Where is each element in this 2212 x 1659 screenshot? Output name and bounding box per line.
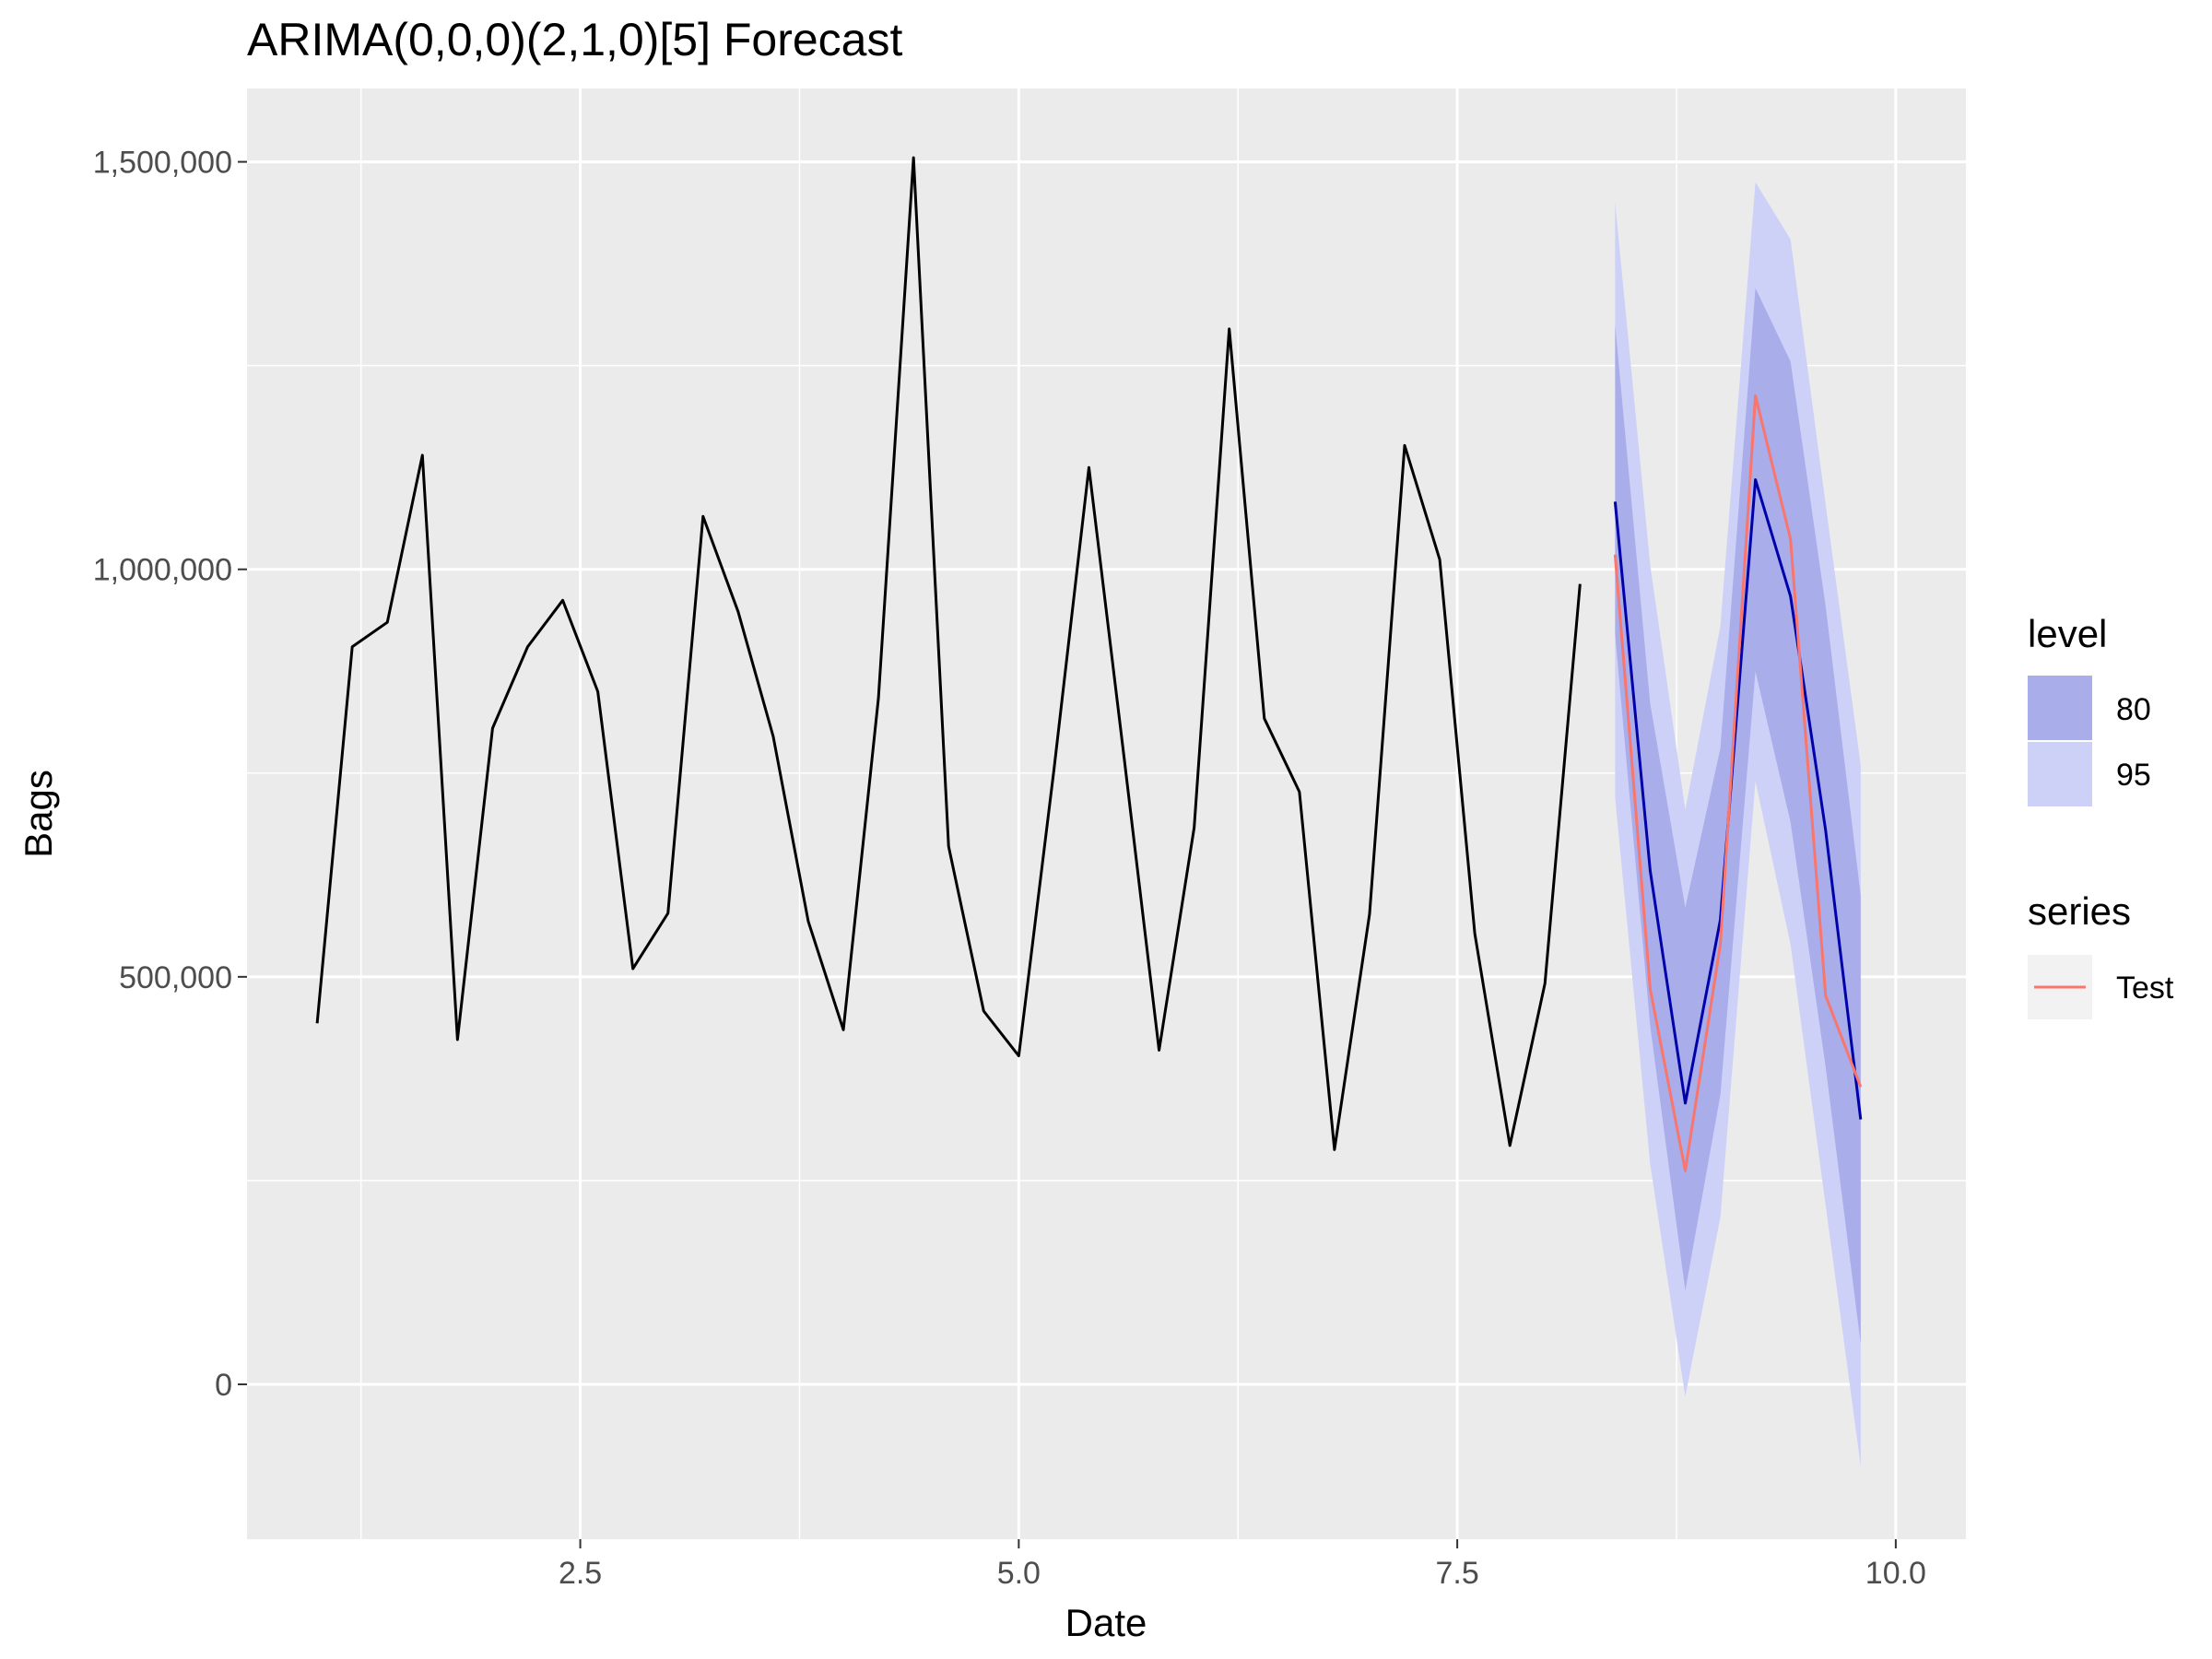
legend-label-80: 80 [2116,692,2151,727]
y-axis: 0 500,000 1,000,000 1,500,000 [93,146,247,1403]
legend-series-title: series [2028,889,2131,933]
prediction-bands [1615,182,1861,1466]
legend-key-80 [2028,676,2092,740]
x-axis: 2.5 5.0 7.5 10.0 [559,1539,1926,1591]
chart-title: ARIMA(0,0,0)(2,1,0)[5] Forecast [247,14,902,65]
y-axis-title: Bags [17,770,60,858]
y-tick-label-0: 0 [215,1368,232,1403]
band-80 [1615,288,1861,1344]
x-tick-label-3: 10.0 [1865,1556,1926,1591]
test-series-line [1613,394,1863,1172]
y-tick-label-2: 1,000,000 [93,553,232,588]
series-lines [315,156,1863,1172]
legend-label-test: Test [2116,971,2174,1006]
legend-key-95 [2028,742,2092,806]
y-tick-label-1: 500,000 [119,960,232,995]
history-line [315,156,1582,1151]
x-axis-title: Date [1065,1601,1147,1644]
x-tick-label-1: 5.0 [997,1556,1041,1591]
y-tick-label-3: 1,500,000 [93,146,232,181]
x-tick-label-2: 7.5 [1435,1556,1478,1591]
legend-level-title: level [2028,612,2107,655]
legend-label-95: 95 [2116,758,2151,793]
forecast-mean-line [1613,477,1863,1120]
legend: level 80 95 series Test [2028,612,2174,1019]
grid-lines [247,88,1966,1539]
x-tick-label-0: 2.5 [559,1556,602,1591]
